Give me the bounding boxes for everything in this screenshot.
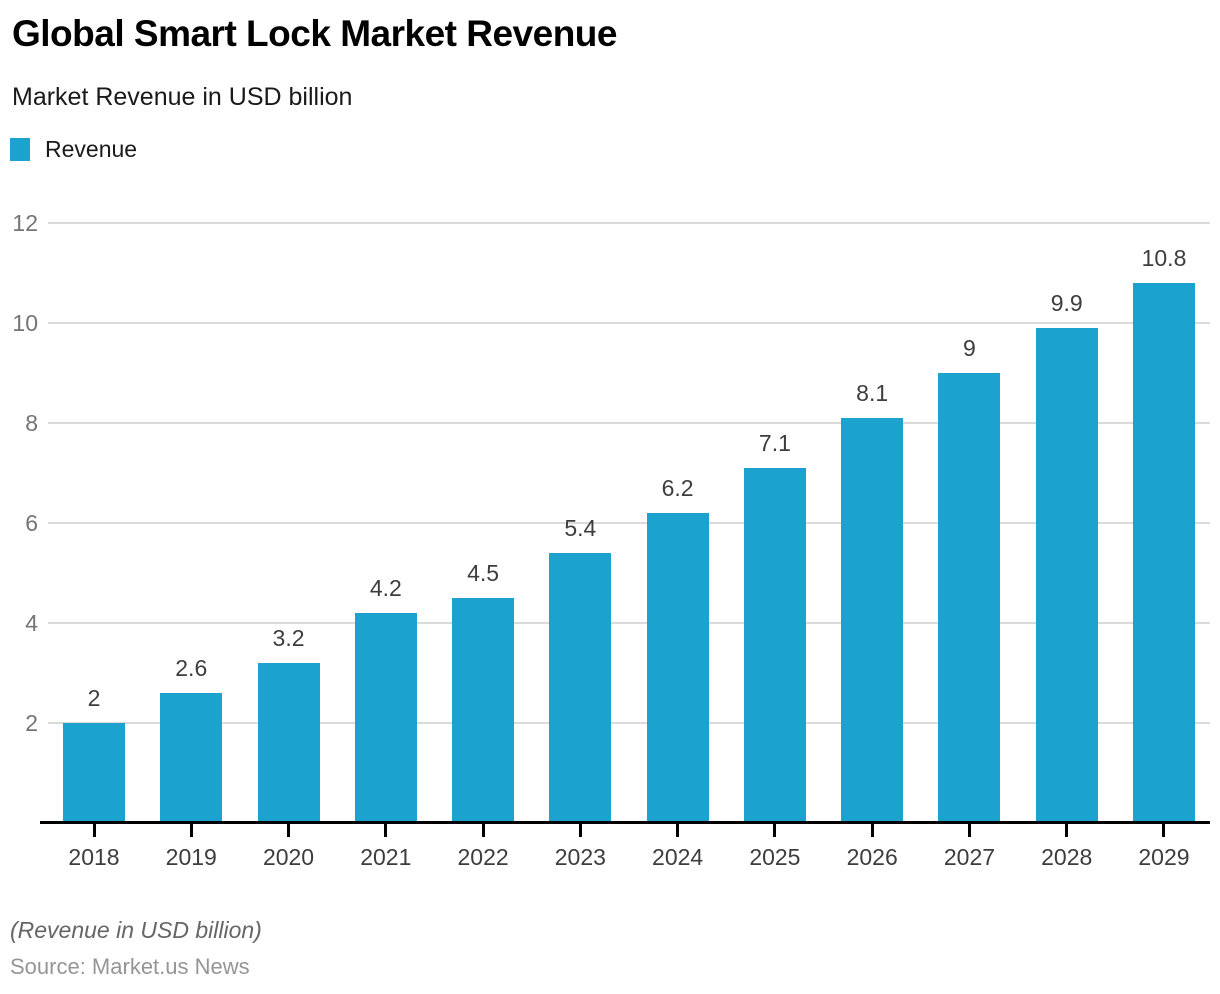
value-label-2025: 7.1 xyxy=(758,430,791,456)
bar-2019[interactable] xyxy=(160,693,223,823)
bar-2026[interactable] xyxy=(841,418,904,823)
x-axis-tick-2020 xyxy=(287,824,291,837)
y-axis-label-6: 6 xyxy=(25,510,38,536)
x-axis-label-2023: 2023 xyxy=(554,844,606,870)
x-axis-line xyxy=(40,821,1210,824)
x-axis-tick-2022 xyxy=(481,824,485,837)
value-label-2029: 10.8 xyxy=(1141,245,1187,271)
x-axis-tick-2029 xyxy=(1162,824,1166,837)
legend-item-revenue[interactable]: Revenue xyxy=(10,137,137,161)
footnote: (Revenue in USD billion) xyxy=(10,917,262,943)
x-axis-label-2025: 2025 xyxy=(749,844,801,870)
value-label-2021: 4.2 xyxy=(369,575,402,601)
x-axis-label-2029: 2029 xyxy=(1138,844,1190,870)
value-label-2022: 4.5 xyxy=(467,560,500,586)
x-axis-tick-2026 xyxy=(870,824,874,837)
bar-2024[interactable] xyxy=(646,513,709,823)
gridline-y-4 xyxy=(48,622,1210,624)
value-label-2027: 9 xyxy=(963,335,976,361)
value-label-2028: 9.9 xyxy=(1050,290,1083,316)
x-axis-tick-2019 xyxy=(189,824,193,837)
value-label-2019: 2.6 xyxy=(175,655,208,681)
x-axis-tick-2025 xyxy=(773,824,777,837)
y-axis-label-12: 12 xyxy=(12,210,38,236)
x-axis-label-2021: 2021 xyxy=(360,844,412,870)
y-axis-label-10: 10 xyxy=(12,310,38,336)
bar-2023[interactable] xyxy=(549,553,612,823)
x-axis-tick-2023 xyxy=(578,824,582,837)
bar-2018[interactable] xyxy=(63,723,125,823)
bar-2021[interactable] xyxy=(354,613,417,823)
bar-2028[interactable] xyxy=(1035,328,1098,823)
value-label-2026: 8.1 xyxy=(856,380,889,406)
x-axis-tick-2028 xyxy=(1065,824,1069,837)
bar-2022[interactable] xyxy=(452,598,515,823)
gridline-y-10 xyxy=(48,322,1210,324)
x-axis-label-2022: 2022 xyxy=(457,844,509,870)
value-label-2020: 3.2 xyxy=(272,625,305,651)
chart-subtitle: Market Revenue in USD billion xyxy=(12,83,353,111)
gridline-y-12 xyxy=(48,222,1210,224)
y-axis-label-4: 4 xyxy=(25,610,38,636)
x-axis-tick-2027 xyxy=(967,824,971,837)
x-axis-label-2027: 2027 xyxy=(943,844,996,870)
source-credit: Source: Market.us News xyxy=(10,954,250,979)
gridline-y-8 xyxy=(48,422,1210,424)
gridline-y-6 xyxy=(48,522,1210,524)
bar-2027[interactable] xyxy=(938,373,1001,823)
x-axis-label-2024: 2024 xyxy=(652,844,704,870)
y-axis-label-2: 2 xyxy=(25,710,38,736)
bar-2020[interactable] xyxy=(257,663,320,823)
x-axis-label-2026: 2026 xyxy=(846,844,898,870)
x-axis-label-2018: 2018 xyxy=(68,844,120,870)
chart-title: Global Smart Lock Market Revenue xyxy=(12,13,617,54)
bar-2029[interactable] xyxy=(1132,283,1195,823)
gridline-y-2 xyxy=(48,722,1210,724)
x-axis-tick-2018 xyxy=(92,824,96,837)
y-axis-label-8: 8 xyxy=(25,410,38,436)
x-axis-label-2019: 2019 xyxy=(165,844,217,870)
value-label-2023: 5.4 xyxy=(564,515,597,541)
x-axis-label-2020: 2020 xyxy=(262,844,315,870)
value-label-2024: 6.2 xyxy=(661,475,694,501)
value-label-2018: 2 xyxy=(87,685,101,711)
bar-2025[interactable] xyxy=(743,468,806,823)
x-axis-tick-2021 xyxy=(384,824,388,837)
legend-swatch-icon xyxy=(10,137,30,161)
legend-label: Revenue xyxy=(45,136,138,162)
x-axis-tick-2024 xyxy=(676,824,680,837)
x-axis-label-2028: 2028 xyxy=(1041,844,1093,870)
